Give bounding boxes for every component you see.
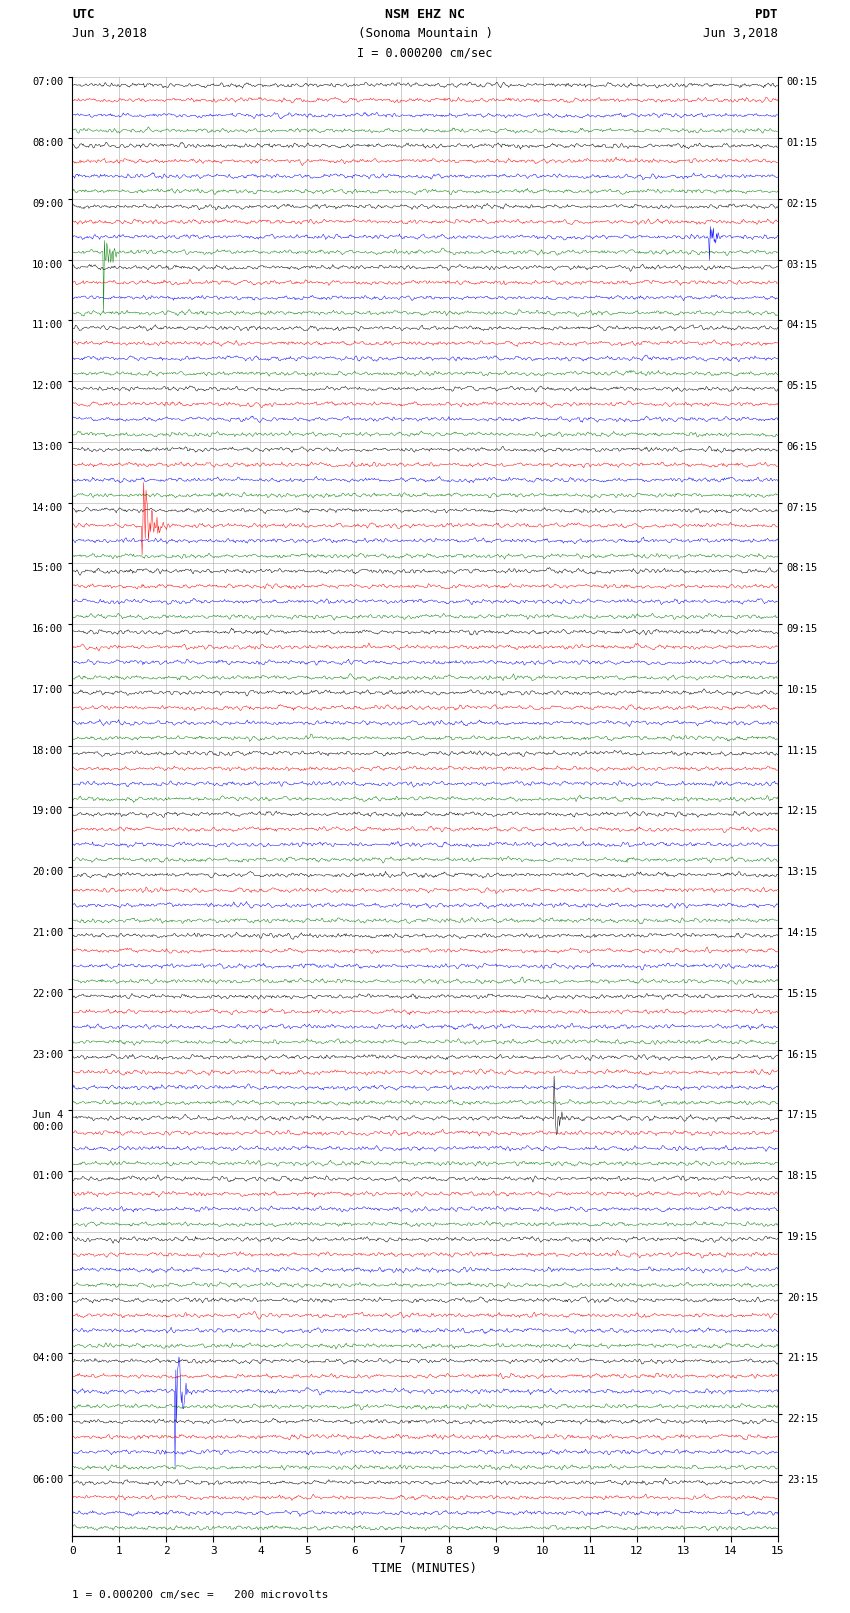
Text: PDT: PDT [756,8,778,21]
Text: Jun 3,2018: Jun 3,2018 [703,27,778,40]
Text: I = 0.000200 cm/sec: I = 0.000200 cm/sec [357,47,493,60]
Text: Jun 3,2018: Jun 3,2018 [72,27,147,40]
Text: 1 = 0.000200 cm/sec =   200 microvolts: 1 = 0.000200 cm/sec = 200 microvolts [72,1590,329,1600]
Text: (Sonoma Mountain ): (Sonoma Mountain ) [358,27,492,40]
X-axis label: TIME (MINUTES): TIME (MINUTES) [372,1561,478,1574]
Text: NSM EHZ NC: NSM EHZ NC [385,8,465,21]
Text: UTC: UTC [72,8,94,21]
